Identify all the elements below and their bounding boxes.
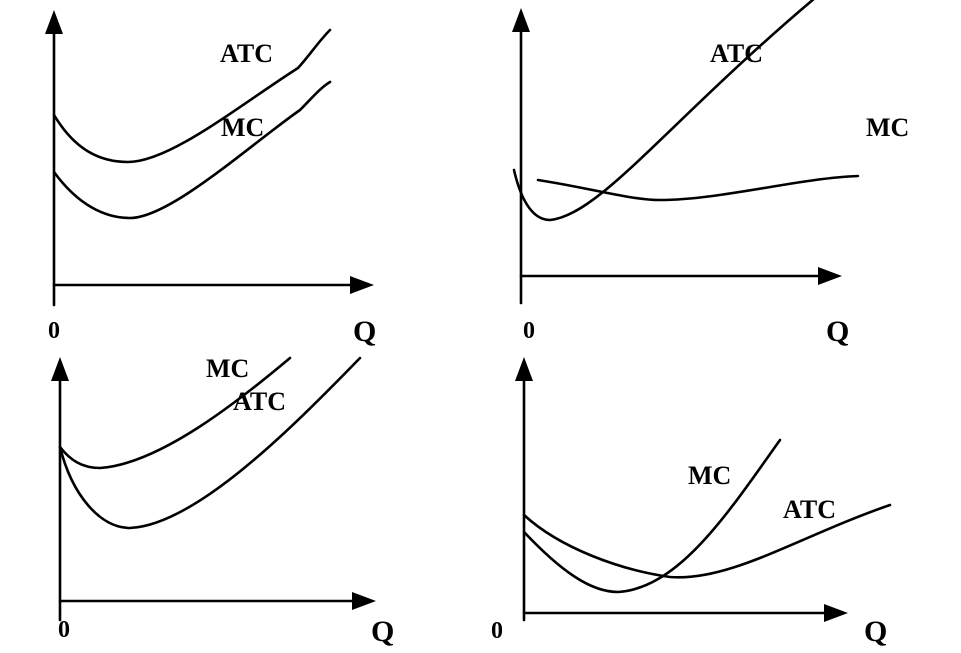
mc-label: MC — [688, 461, 731, 490]
x-axis-arrowhead — [352, 592, 376, 610]
panel-top-right: ATC MC Q 0 — [512, 0, 909, 348]
y-axis-arrowhead — [512, 8, 530, 32]
origin-label: 0 — [48, 318, 60, 344]
panel-bottom-right: MC ATC Q 0 — [491, 357, 892, 648]
atc-curve — [52, 28, 332, 164]
x-axis-label: Q — [353, 315, 376, 348]
y-axis-arrowhead — [45, 10, 63, 34]
mc-label: MC — [866, 113, 909, 142]
x-axis-label: Q — [864, 615, 887, 648]
atc-label: ATC — [233, 387, 286, 416]
origin-label: 0 — [491, 618, 503, 644]
mc-label: MC — [221, 113, 264, 142]
mc-label: MC — [206, 354, 249, 383]
x-axis-arrowhead — [824, 604, 848, 622]
y-axis-arrowhead — [515, 357, 533, 381]
mc-curve — [52, 80, 332, 220]
atc-label: ATC — [220, 39, 273, 68]
atc-curve — [58, 356, 362, 530]
atc-label: ATC — [783, 495, 836, 524]
mc-curve — [58, 356, 292, 470]
mc-curve — [536, 174, 860, 202]
panel-top-left: ATC MC Q 0 — [45, 10, 376, 348]
x-axis-label: Q — [826, 315, 849, 348]
y-axis-arrowhead — [51, 357, 69, 381]
atc-curve — [522, 503, 892, 579]
x-axis-arrowhead — [350, 276, 374, 294]
panel-bottom-left: MC ATC Q 0 — [51, 354, 394, 648]
atc-curve — [512, 0, 815, 222]
origin-label: 0 — [58, 617, 70, 643]
origin-label: 0 — [523, 318, 535, 344]
x-axis-arrowhead — [818, 267, 842, 285]
mc-curve — [522, 438, 782, 594]
atc-label: ATC — [710, 39, 763, 68]
x-axis-label: Q — [371, 615, 394, 648]
